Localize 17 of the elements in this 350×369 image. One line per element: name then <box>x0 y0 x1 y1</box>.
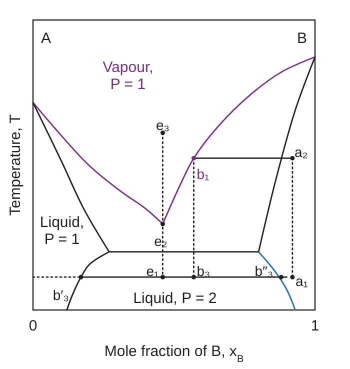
annotation: Liquid, P = 1 <box>40 214 84 248</box>
text: B <box>296 30 307 47</box>
x-axis-title: Mole fraction of B, x$_{B}$ <box>104 343 244 364</box>
text: A <box>41 30 52 47</box>
annotation: Liquid, P = 2 <box>133 290 217 307</box>
annotation: b₁ <box>196 166 210 182</box>
annotation: a₂ <box>294 144 308 160</box>
annotation: e₂ <box>154 232 168 249</box>
annotation: b′₃ <box>52 287 69 304</box>
x-tick-label: 1 <box>310 318 320 335</box>
annotation: b₃ <box>196 263 210 280</box>
annotation: Vapour, P = 1 <box>102 59 154 93</box>
annotation: b″₃ <box>254 263 274 280</box>
y-axis-title: Temperature, T <box>7 114 24 216</box>
x-tick-label: 0 <box>28 318 38 335</box>
annotation: e₃ <box>156 116 170 133</box>
annotation: a₁ <box>295 273 308 290</box>
